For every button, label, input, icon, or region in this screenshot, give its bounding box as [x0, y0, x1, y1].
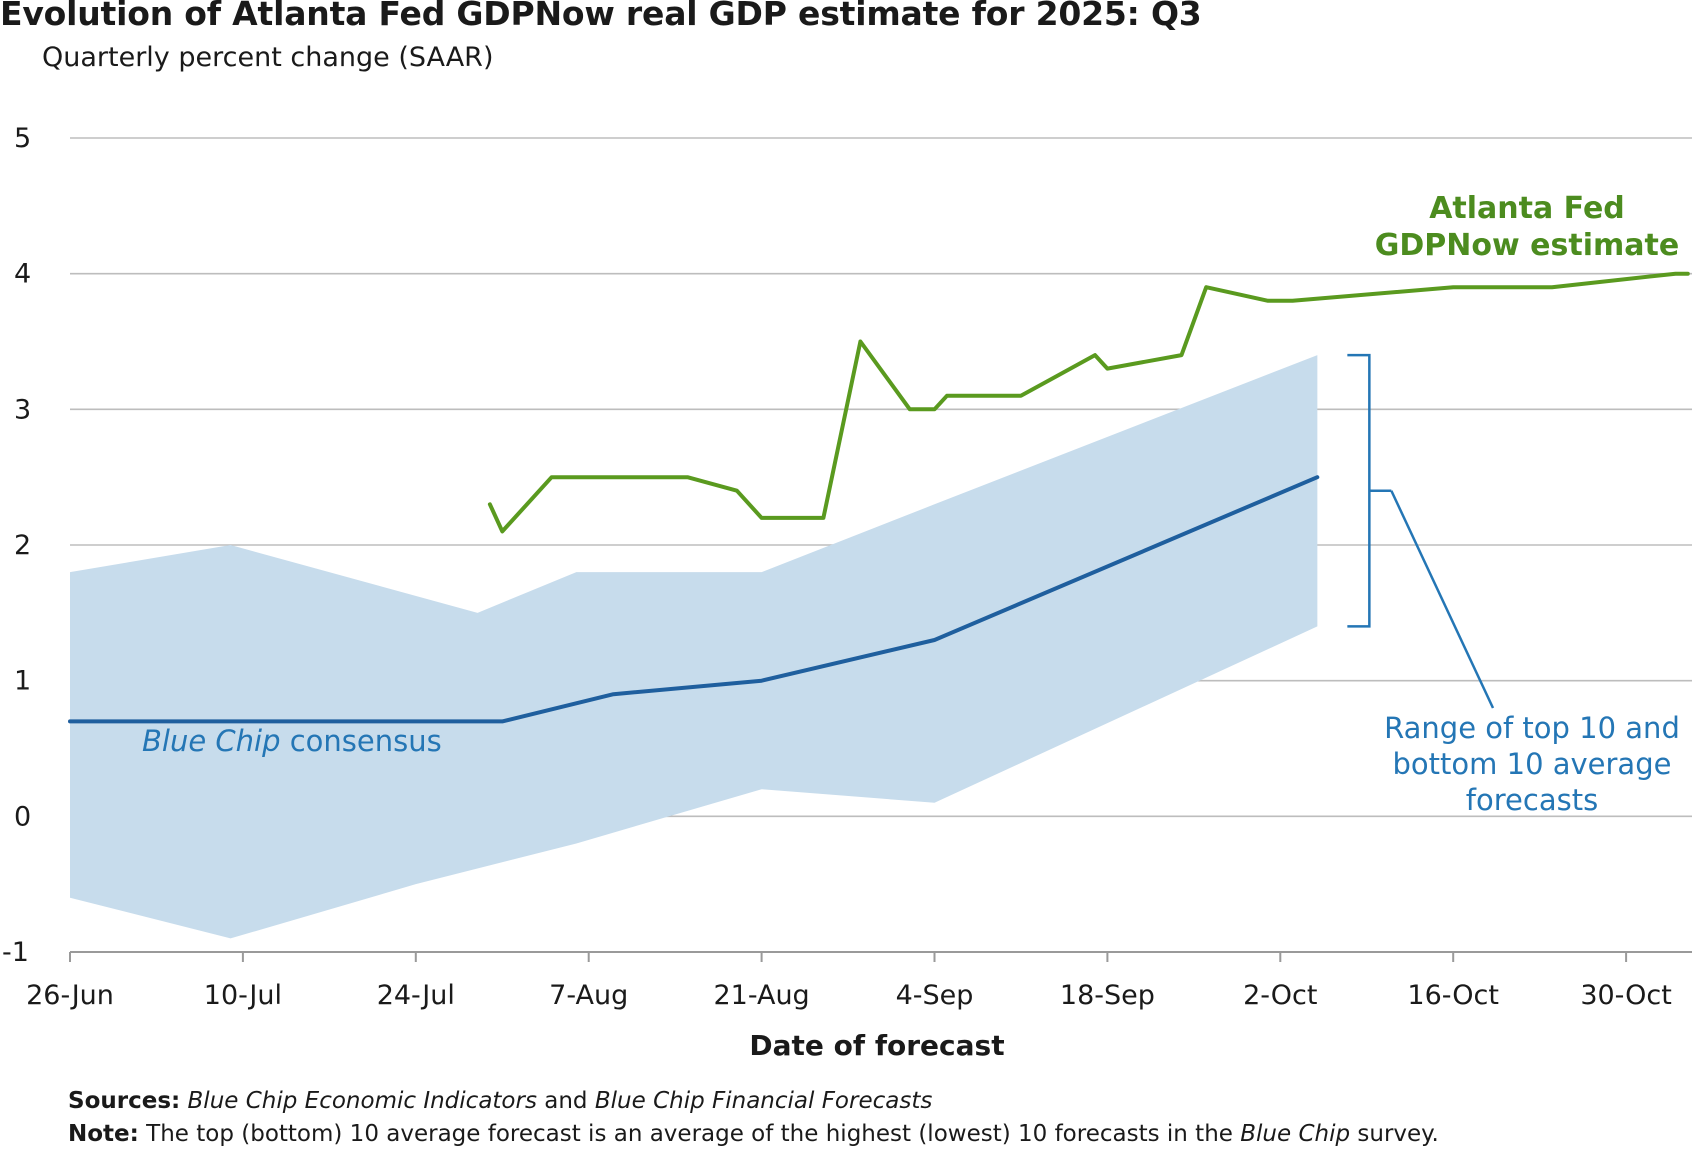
y-tick-label-1: 1 — [14, 666, 31, 697]
x-tick-label: 26-Jun — [26, 980, 114, 1011]
consensus-annotation-italic: Blue Chip — [142, 724, 281, 758]
sources-italic-2: Blue Chip Financial Forecasts — [594, 1088, 933, 1114]
x-tick-label: 4-Sep — [896, 980, 974, 1011]
sources-note: Sources: Blue Chip Economic Indicators a… — [68, 1085, 1439, 1151]
x-tick-label: 18-Sep — [1060, 980, 1155, 1011]
x-tick-label: 30-Oct — [1580, 980, 1672, 1011]
note-text: The top (bottom) 10 average forecast is … — [138, 1121, 1241, 1147]
chart-subtitle: Quarterly percent change (SAAR) — [42, 42, 494, 73]
chart-svg: -1 0 1 2 3 4 5 26-Jun 10-Jul 24-Jul 7-Aug 21-Aug 4-… — [2, 123, 1692, 1062]
y-tick-label-5: 5 — [14, 123, 31, 154]
series-lines — [68, 271, 1690, 724]
note-end: survey. — [1350, 1121, 1439, 1147]
note-italic: Blue Chip — [1240, 1121, 1351, 1147]
x-tick-label: 2-Oct — [1243, 980, 1317, 1011]
range-annotation-line3: forecasts — [1466, 783, 1598, 817]
y-tick-label-0: 0 — [14, 801, 31, 832]
range-leader-line — [1390, 490, 1495, 709]
x-axis — [69, 951, 1692, 962]
sources-line: Sources: Blue Chip Economic Indicators a… — [68, 1085, 1439, 1118]
x-axis-tick-labels: 26-Jun 10-Jul 24-Jul 7-Aug 21-Aug 4-Sep 18-Sep… — [26, 980, 1672, 1011]
x-tick-label: 21-Aug — [713, 980, 809, 1011]
note-line: Note: The top (bottom) 10 average foreca… — [68, 1118, 1439, 1151]
gdpnow-annotation-line2: GDPNow estimate — [1375, 228, 1679, 263]
range-annotation-line1: Range of top 10 and — [1384, 711, 1680, 745]
sources-label: Sources: — [68, 1088, 181, 1114]
gdpnow-line — [487, 271, 1690, 534]
consensus-line — [68, 475, 1320, 724]
forecast-range-band — [70, 355, 1318, 939]
consensus-annotation: Blue Chip consensus — [142, 724, 442, 758]
y-tick-label--1: -1 — [2, 937, 29, 968]
sources-italic-1: Blue Chip Economic Indicators — [187, 1088, 537, 1114]
x-axis-label: Date of forecast — [749, 1029, 1004, 1062]
range-bracket — [1347, 353, 1392, 628]
forecast-range-band-layer — [70, 355, 1318, 939]
x-tick-label: 24-Jul — [377, 980, 455, 1011]
y-tick-label-4: 4 — [14, 259, 31, 290]
consensus-annotation-rest: consensus — [281, 724, 442, 758]
x-tick-label: 10-Jul — [204, 980, 282, 1011]
chart-title: Evolution of Atlanta Fed GDPNow real GDP… — [0, 0, 1202, 33]
x-tick-label: 7-Aug — [549, 980, 628, 1011]
y-tick-label-2: 2 — [14, 530, 31, 561]
note-label: Note: — [68, 1121, 139, 1147]
y-tick-label-3: 3 — [14, 394, 31, 425]
sources-mid: and — [536, 1088, 595, 1114]
range-annotation-line2: bottom 10 average — [1393, 747, 1672, 781]
y-axis-tick-labels: -1 0 1 2 3 4 5 — [2, 123, 31, 968]
gdpnow-annotation-line1: Atlanta Fed — [1429, 191, 1625, 226]
x-tick-label: 16-Oct — [1407, 980, 1499, 1011]
